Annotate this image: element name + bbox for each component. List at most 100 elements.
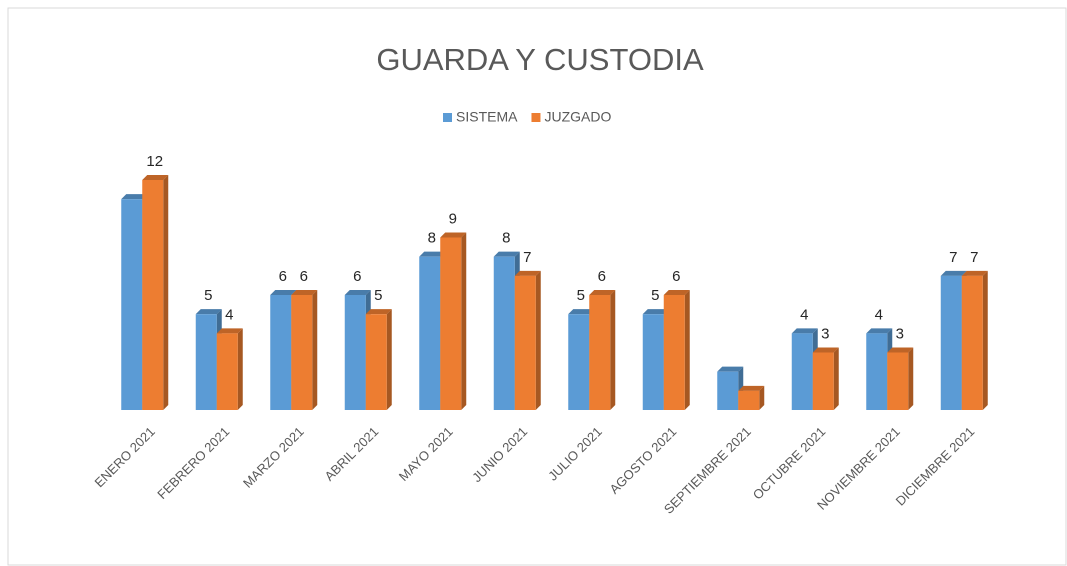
bar (291, 290, 318, 410)
bar-top (216, 328, 243, 334)
bar-side (163, 175, 169, 410)
bar (738, 385, 765, 410)
bar-top (887, 347, 914, 353)
data-label: 6 (300, 268, 308, 285)
chart-title: GUARDA Y CUSTODIA (376, 42, 704, 77)
data-label: 9 (449, 210, 457, 227)
bar-top (344, 290, 371, 295)
bar-front (493, 256, 515, 410)
bar-front (738, 390, 760, 410)
bar (589, 290, 616, 410)
bar-top (514, 270, 541, 276)
bar (514, 270, 541, 410)
bar-top (738, 385, 765, 391)
bar-front (514, 275, 536, 410)
data-label: 12 (146, 153, 163, 170)
bar-side (982, 270, 988, 410)
bar-top (589, 290, 616, 295)
bar (365, 309, 392, 410)
bar-front (866, 333, 888, 410)
bar-front (142, 180, 164, 410)
bar-front (663, 295, 685, 410)
bar-front (195, 314, 217, 410)
bar (142, 175, 169, 410)
bar-front (568, 314, 590, 410)
bar-front (812, 352, 834, 410)
bar (663, 290, 690, 410)
bar-top (270, 290, 297, 295)
data-label: 8 (428, 230, 436, 247)
bar-top (642, 309, 669, 315)
bar-side (237, 328, 243, 410)
bar-side (684, 290, 690, 410)
data-label: 5 (374, 287, 382, 304)
data-label: 4 (225, 306, 233, 323)
bar-top (493, 251, 520, 257)
data-label: 3 (896, 325, 904, 342)
bar (717, 366, 744, 410)
data-label: 5 (577, 287, 585, 304)
bar-side (312, 290, 318, 410)
bar-top (291, 290, 318, 295)
bar-front (419, 256, 441, 410)
data-label: 8 (502, 230, 510, 247)
bar-front (791, 333, 813, 410)
bar-front (961, 275, 983, 410)
bar-top (568, 309, 595, 315)
data-label: 7 (970, 249, 978, 266)
data-label: 5 (651, 287, 659, 304)
bar-top (791, 328, 818, 334)
bar-top (142, 175, 169, 180)
bar-side (759, 385, 765, 410)
bar-front (291, 295, 313, 410)
bar-side (908, 347, 914, 410)
legend-swatch (531, 113, 541, 122)
bar (961, 270, 988, 410)
bar-top (866, 328, 893, 334)
bar-top (812, 347, 839, 353)
data-label: 4 (800, 306, 808, 323)
bar-front (589, 295, 611, 410)
bar-front (940, 275, 962, 410)
bar-top (365, 309, 392, 315)
bar-front (440, 237, 462, 410)
bar-front (365, 314, 387, 410)
data-label: 5 (204, 287, 212, 304)
data-label: 3 (821, 325, 829, 342)
data-label: 4 (875, 306, 883, 323)
legend: SISTEMA JUZGADO (443, 109, 611, 125)
bar-top (940, 270, 967, 276)
bar-top (663, 290, 690, 295)
bar-top (195, 309, 222, 315)
bar-front (642, 314, 664, 410)
bar-front (344, 295, 366, 410)
bar-front (717, 371, 739, 410)
bar-front (216, 333, 238, 410)
data-label: 6 (353, 268, 361, 285)
bar (812, 347, 839, 410)
data-label: 6 (672, 268, 680, 285)
data-label: 6 (598, 268, 606, 285)
legend-swatch (443, 113, 452, 122)
data-label: 7 (949, 249, 957, 266)
legend-label: JUZGADO (544, 109, 611, 125)
legend-label: SISTEMA (456, 109, 518, 125)
bar-side (461, 232, 467, 410)
bar (440, 232, 467, 410)
bar-top (440, 232, 467, 238)
data-label: 7 (523, 249, 531, 266)
bar-side (610, 290, 616, 410)
bar (216, 328, 243, 410)
bar-front (121, 199, 143, 410)
bar-top (717, 366, 744, 372)
bar-top (961, 270, 988, 276)
data-label: 6 (279, 268, 287, 285)
bar-side (535, 270, 541, 410)
bar-top (419, 251, 446, 257)
bar-side (386, 309, 392, 410)
bar-top (121, 194, 148, 200)
bar-side (833, 347, 839, 410)
bar-front (270, 295, 292, 410)
bar-front (887, 352, 909, 410)
